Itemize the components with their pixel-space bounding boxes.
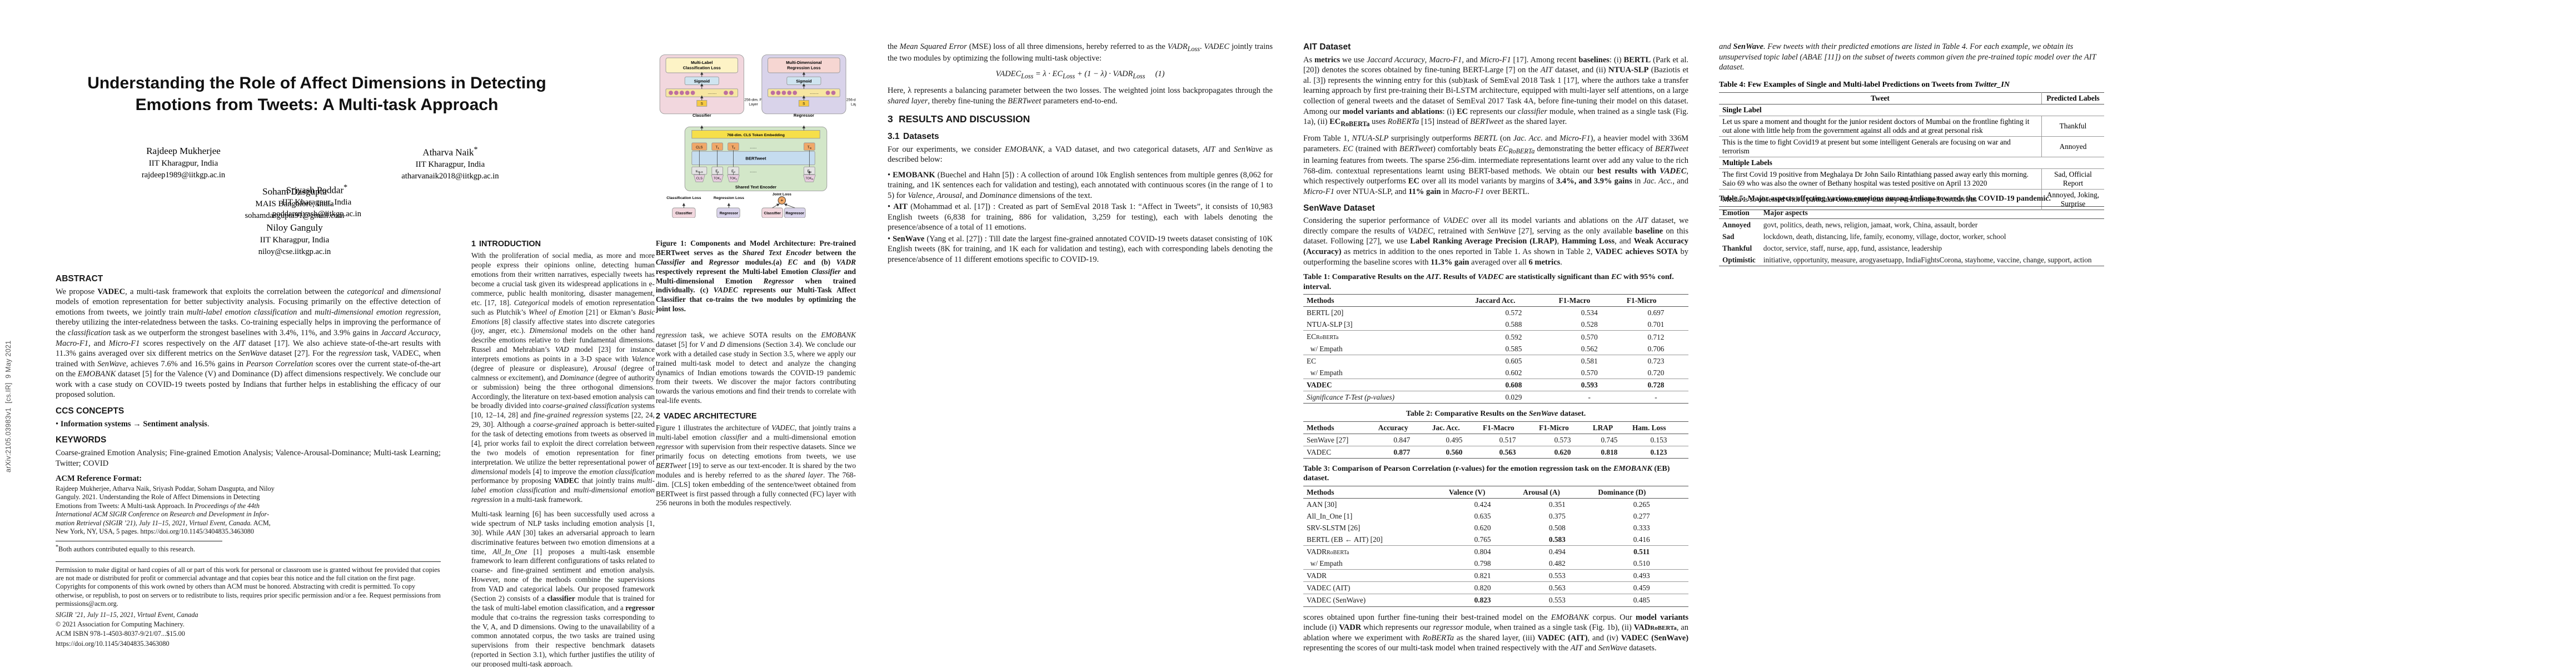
svg-text:+: + xyxy=(780,198,783,203)
svg-text:768-dim. CLS Token Embedding: 768-dim. CLS Token Embedding xyxy=(727,133,785,137)
svg-text:T1: T1 xyxy=(716,146,720,150)
svg-text:Classification Loss: Classification Loss xyxy=(666,196,701,200)
svg-text:S: S xyxy=(803,102,805,106)
svg-text:256-dim. FC: 256-dim. FC xyxy=(744,98,764,102)
svg-text:.........: ......... xyxy=(810,91,819,95)
svg-text:Sigmoid: Sigmoid xyxy=(796,79,811,84)
svg-text:Joint Loss: Joint Loss xyxy=(773,193,791,197)
svg-text:.......: ....... xyxy=(750,146,756,150)
svg-text:Multi-Dimensional: Multi-Dimensional xyxy=(786,60,821,65)
svg-text:S: S xyxy=(701,102,703,106)
svg-text:TOKN: TOKN xyxy=(805,177,813,181)
svg-text:Sigmoid: Sigmoid xyxy=(694,79,710,84)
svg-text:TN: TN xyxy=(808,146,811,150)
svg-text:BERTweet: BERTweet xyxy=(745,156,766,161)
svg-text:Multi-Label: Multi-Label xyxy=(691,60,712,65)
svg-text:Classifier: Classifier xyxy=(675,212,692,216)
svg-text:TOK1: TOK1 xyxy=(714,177,721,181)
svg-text:CLS: CLS xyxy=(696,146,702,150)
svg-text:Layer: Layer xyxy=(851,103,856,107)
svg-text:T2: T2 xyxy=(731,146,735,150)
svg-text:Regression Loss: Regression Loss xyxy=(787,66,820,71)
svg-text:Regression Loss: Regression Loss xyxy=(714,196,744,200)
svg-text:Regressor: Regressor xyxy=(785,212,804,216)
svg-text:Layer: Layer xyxy=(749,103,758,107)
svg-text:256-dim. FC: 256-dim. FC xyxy=(846,98,856,102)
svg-text:Regressor: Regressor xyxy=(794,113,814,118)
svg-text:Classification Loss: Classification Loss xyxy=(683,66,721,71)
svg-text:Shared Text Encoder: Shared Text Encoder xyxy=(735,185,776,190)
svg-text:Classifier: Classifier xyxy=(692,113,711,118)
svg-text:CLS: CLS xyxy=(696,177,702,181)
svg-text:.........: ......... xyxy=(708,91,717,95)
svg-text:.......: ....... xyxy=(750,170,756,173)
svg-text:TOK2: TOK2 xyxy=(730,177,738,181)
svg-text:Classifier: Classifier xyxy=(764,212,781,216)
svg-text:Regressor: Regressor xyxy=(720,212,739,216)
